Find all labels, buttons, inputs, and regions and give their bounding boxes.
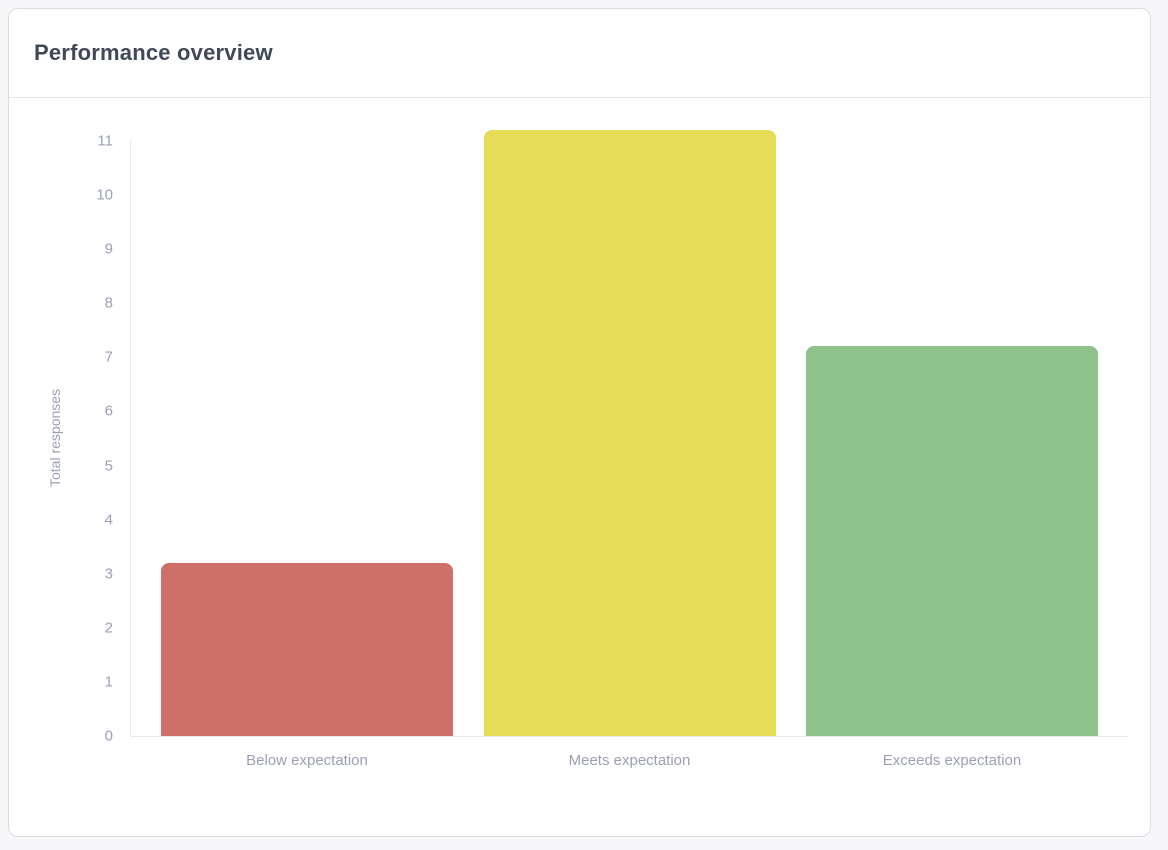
x-axis-label-meets-expectation: Meets expectation <box>568 752 691 769</box>
bar-exceeds-expectation[interactable] <box>806 346 1098 736</box>
y-axis-tick-label-5: 5 <box>104 457 113 474</box>
y-axis-tick-label-0: 0 <box>104 727 113 745</box>
card-header: Performance overview <box>9 9 1150 98</box>
bar-below-expectation[interactable] <box>161 562 453 736</box>
y-axis-tick-label-10: 10 <box>96 186 113 204</box>
x-axis-line <box>130 736 1128 737</box>
y-axis-tick-label-9: 9 <box>104 240 113 258</box>
y-axis-line <box>130 141 131 736</box>
y-axis-tick-label-6: 6 <box>104 402 113 420</box>
x-axis-label-below-expectation: Below expectation <box>246 752 368 769</box>
y-axis-tick-label-8: 8 <box>104 294 113 312</box>
card-title: Performance overview <box>34 40 273 65</box>
x-axis-label-exceeds-expectation: Exceeds expectation <box>882 752 1022 769</box>
bar-chart: Total responses 0 1 2 3 4 5 6 7 8 9 10 11 Below exp… <box>9 9 1150 836</box>
y-axis-tick-label-4: 4 <box>104 511 113 529</box>
y-axis-tick-label-2: 2 <box>104 619 113 637</box>
bar-meets-expectation[interactable] <box>483 130 776 736</box>
y-axis-tick-label-7: 7 <box>104 348 113 366</box>
y-axis-tick-label-3: 3 <box>104 565 113 583</box>
y-axis-tick-label-1: 1 <box>104 673 113 691</box>
y-axis-tick-label-11: 11 <box>97 132 113 150</box>
y-axis-title: Total responses <box>47 388 63 488</box>
performance-card: Performance overview Total responses 0 1 2… <box>8 8 1151 837</box>
